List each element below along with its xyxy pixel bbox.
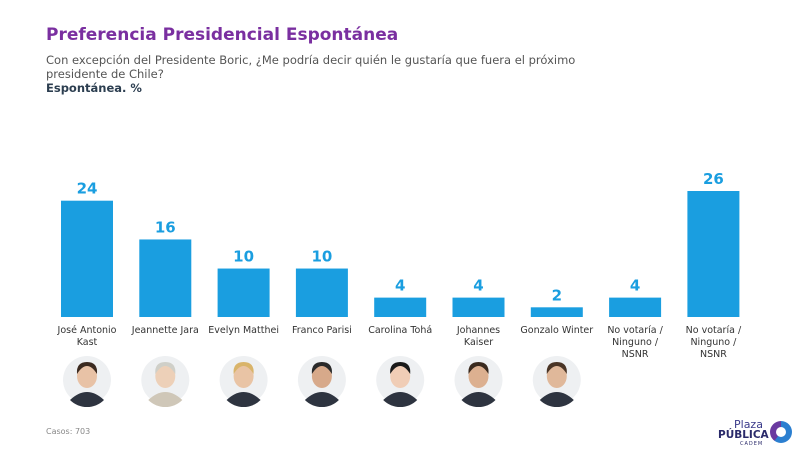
bar — [295, 268, 348, 317]
logo-mark-icon — [770, 421, 792, 443]
category-label: Jeannette Jara — [131, 325, 199, 336]
cases-count: Casos: 703 — [46, 427, 91, 436]
data-label: 2 — [552, 286, 562, 304]
candidate-photo — [141, 356, 190, 408]
category-label: Carolina Tohá — [368, 325, 432, 336]
unit-label: Espontánea. % — [46, 81, 142, 95]
plaza-publica-logo: Plaza PÚBLICA CADEM — [716, 418, 796, 447]
data-label: 10 — [311, 248, 332, 266]
bar — [530, 307, 583, 317]
bar — [452, 297, 505, 317]
logo-line3: CADEM — [740, 441, 764, 447]
candidate-photo — [297, 356, 346, 408]
logo-line2: PÚBLICA — [718, 429, 769, 441]
category-label: Johannes Kaiser — [456, 325, 500, 348]
category-label: No votaría / Ninguno / NSNR — [686, 325, 742, 360]
category-label: No votaría / Ninguno / NSNR — [607, 325, 663, 360]
category-label: José Antonio Kast — [57, 325, 117, 348]
chart-subtitle: Con excepción del Presidente Boric, ¿Me … — [46, 53, 576, 81]
data-label: 16 — [155, 218, 176, 236]
bar — [61, 200, 113, 317]
bar — [374, 297, 427, 317]
data-label: 4 — [473, 277, 483, 295]
candidate-photo — [532, 356, 581, 408]
logo-line1: Plaza — [734, 418, 763, 431]
bar — [687, 191, 740, 317]
candidate-photo — [376, 356, 425, 408]
bar — [609, 297, 662, 317]
bar — [139, 239, 192, 317]
category-label: Evelyn Matthei — [208, 325, 279, 336]
data-label: 4 — [395, 277, 405, 295]
candidate-photo — [454, 356, 503, 408]
bar — [217, 268, 270, 317]
data-label: 26 — [703, 170, 724, 188]
chart-title: Preferencia Presidencial Espontánea — [46, 25, 399, 45]
category-label: Franco Parisi — [292, 325, 352, 336]
candidate-photo — [63, 356, 111, 408]
category-label: Gonzalo Winter — [520, 325, 593, 336]
data-label: 4 — [630, 277, 640, 295]
candidate-photo — [219, 356, 268, 408]
data-label: 24 — [77, 180, 98, 198]
data-label: 10 — [233, 248, 254, 266]
